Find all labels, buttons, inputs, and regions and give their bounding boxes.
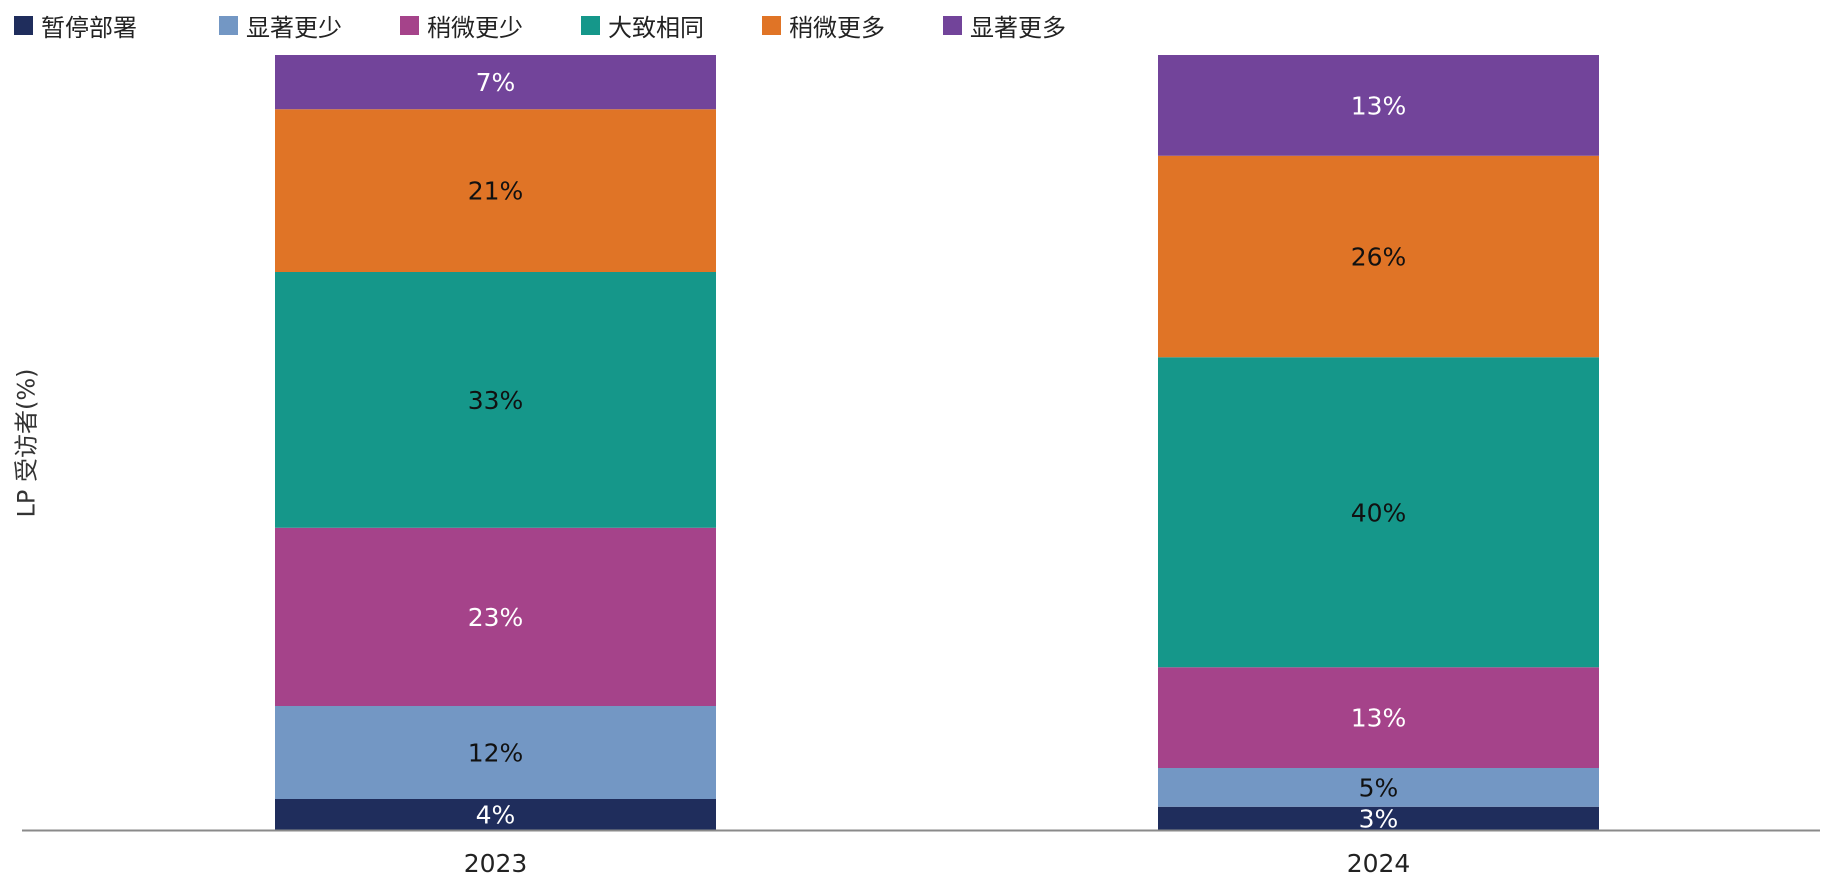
legend-item: 稍微更少 [400, 8, 523, 43]
data-label: 5% [1359, 773, 1399, 802]
x-tick-label: 2023 [464, 849, 528, 878]
bar-segment [275, 799, 716, 830]
legend-item: 显著更少 [219, 8, 342, 43]
legend-item: 显著更多 [943, 8, 1066, 43]
bar-segment [1158, 768, 1599, 807]
bar-segment [275, 706, 716, 799]
bar-segment [1158, 55, 1599, 156]
data-label: 26% [1351, 243, 1407, 272]
data-label: 3% [1359, 804, 1399, 833]
legend-label: 暂停部署 [41, 14, 137, 42]
data-label: 7% [476, 68, 516, 97]
bar-segment [275, 272, 716, 528]
bar-segment [1158, 667, 1599, 768]
legend-label: 显著更多 [970, 14, 1066, 42]
legend-swatch [943, 16, 962, 35]
x-tick-label: 2024 [1347, 849, 1411, 878]
bar-segment [275, 55, 716, 110]
legend-swatch [219, 16, 238, 35]
bar-segment [1158, 357, 1599, 668]
bar-segment [275, 109, 716, 272]
legend-swatch [762, 16, 781, 35]
legend-swatch [14, 16, 33, 35]
legend-label: 显著更少 [246, 14, 342, 42]
data-label: 21% [468, 177, 524, 206]
data-label: 13% [1351, 704, 1407, 733]
bar-segment [1158, 155, 1599, 358]
data-label: 4% [476, 801, 516, 830]
data-label: 13% [1351, 91, 1407, 120]
legend-item: 暂停部署 [14, 8, 137, 43]
data-label: 23% [468, 603, 524, 632]
legend-item: 大致相同 [581, 8, 704, 43]
legend-swatch [581, 16, 600, 35]
data-label: 40% [1351, 498, 1407, 527]
data-label: 33% [468, 386, 524, 415]
bar-segment [1158, 806, 1599, 830]
legend-label: 稍微更多 [789, 14, 885, 42]
legend-label: 稍微更少 [427, 14, 523, 42]
legend-swatch [400, 16, 419, 35]
data-label: 12% [468, 739, 524, 768]
legend-item: 稍微更多 [762, 8, 885, 43]
bar-segment [275, 527, 716, 706]
legend-label: 大致相同 [608, 14, 704, 42]
